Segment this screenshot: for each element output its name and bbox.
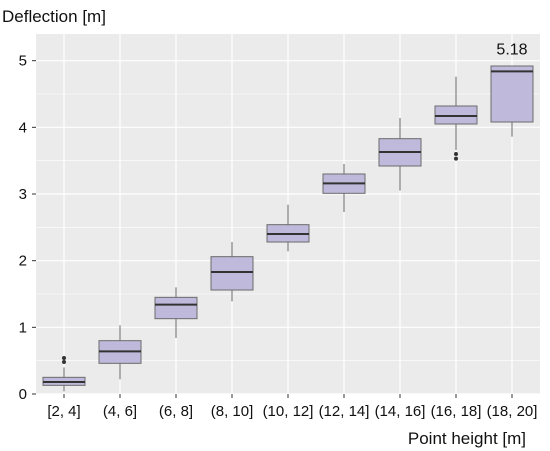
y-tick-label: 4	[19, 119, 27, 136]
y-tick-label: 2	[19, 253, 27, 270]
outlier-point	[454, 156, 458, 161]
x-tick-label: (8, 10]	[211, 403, 254, 420]
y-tick-label: 3	[19, 186, 27, 203]
box-6	[322, 164, 366, 212]
outlier-point	[62, 360, 66, 364]
x-tick-label: (12, 14]	[319, 403, 370, 420]
x-tick-label: (16, 18]	[431, 403, 482, 420]
grid-lines	[36, 34, 540, 395]
box-3	[154, 287, 198, 338]
x-tick-label: (10, 12]	[263, 403, 314, 420]
box-4	[210, 242, 254, 302]
box-1	[42, 356, 86, 392]
outlier-point	[62, 356, 66, 360]
y-axis-ticks: 0 1 2 3 4 5	[19, 53, 36, 403]
y-tick-label: 5	[19, 53, 27, 70]
box-9	[490, 65, 534, 137]
box-8	[434, 76, 478, 161]
x-tick-label: (14, 16]	[375, 403, 426, 420]
x-axis-ticks: [2, 4] (4, 6] (6, 8] (8, 10] (10, 12] (12, 14…	[47, 394, 537, 420]
box-iqr	[490, 65, 534, 123]
box-iqr	[210, 256, 254, 291]
y-tick-label: 0	[19, 386, 27, 403]
box-5	[266, 204, 310, 252]
max-value-label: 5.18	[496, 42, 527, 59]
box-2	[98, 325, 142, 380]
annotations: 5.18	[496, 42, 527, 59]
x-tick-label: (4, 6]	[103, 403, 137, 420]
outlier-point	[454, 152, 458, 156]
y-tick-label: 1	[19, 319, 27, 336]
x-axis-title: Point height [m]	[408, 429, 526, 448]
x-tick-label: [2, 4]	[47, 403, 80, 420]
x-tick-label: (6, 8]	[159, 403, 193, 420]
boxes	[42, 65, 534, 392]
box-7	[378, 118, 422, 191]
x-tick-label: (18, 20]	[487, 403, 538, 420]
box-iqr	[154, 296, 198, 320]
y-axis-title: Deflection [m]	[2, 7, 106, 26]
